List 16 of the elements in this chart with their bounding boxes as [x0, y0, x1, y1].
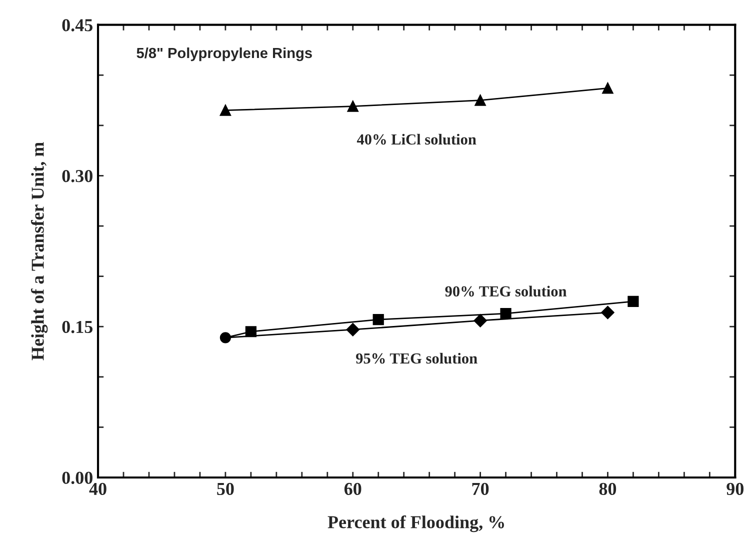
series-label: 40% LiCl solution	[356, 134, 476, 145]
x-tick-label: 70	[472, 482, 489, 496]
annotation: 5/8" Polypropylene Rings	[136, 47, 312, 62]
x-tick-label: 90	[726, 482, 744, 496]
x-tick-label: 60	[344, 482, 362, 496]
x-tick-label: 50	[217, 482, 234, 496]
x-tick-label: 40	[89, 482, 106, 496]
y-axis-title: Height of a Transfer Unit, m	[30, 142, 48, 360]
series-label: 90% TEG solution	[445, 286, 567, 297]
y-tick-label: 0.15	[62, 320, 92, 334]
series-label: 95% TEG solution	[356, 352, 478, 364]
y-tick-label: 0.30	[62, 170, 92, 182]
x-tick-label: 80	[599, 482, 616, 496]
x-axis-title: Percent of Flooding, %	[328, 515, 504, 532]
y-tick-label: 0.45	[62, 19, 92, 32]
y-tick-label: 0.00	[62, 472, 92, 484]
